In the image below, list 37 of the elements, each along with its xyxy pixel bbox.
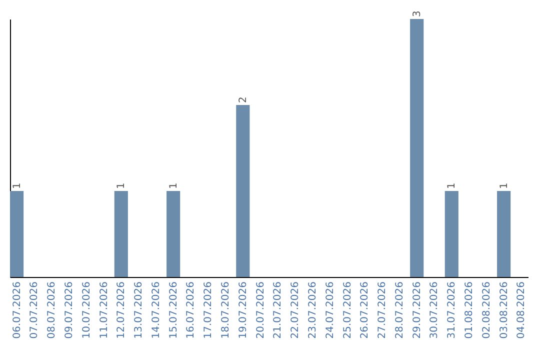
x-tick-label: 09.07.2026 [64,282,75,339]
x-tick-label: 19.07.2026 [238,282,249,339]
x-tick-label: 24.07.2026 [324,282,336,339]
x-tick-label: 07.07.2026 [29,282,40,339]
data-label: 1 [168,182,180,189]
data-label: 1 [446,182,458,189]
x-tick-label: 30.07.2026 [429,282,440,339]
x-tick-label: 04.08.2026 [516,282,528,339]
x-tick-label: 15.07.2026 [168,282,180,339]
x-tick-label: 21.07.2026 [272,282,284,339]
x-tick-label: 27.07.2026 [377,282,388,339]
data-label: 2 [238,96,249,103]
x-tick-label: 25.07.2026 [342,282,354,339]
x-tick-label: 29.07.2026 [412,282,423,339]
data-label: 3 [412,10,423,17]
x-tick-label: 28.07.2026 [394,282,406,339]
x-tick-label: 06.07.2026 [12,282,23,339]
data-label: 1 [12,182,23,189]
x-tick-label: 23.07.2026 [307,282,318,339]
data-label: 1 [498,182,510,189]
x-tick-label: 11.07.2026 [98,282,110,339]
x-tick-label: 02.08.2026 [481,282,492,339]
x-tick-label: 16.07.2026 [186,282,197,339]
x-tick-label: 14.07.2026 [150,282,162,339]
x-tick-label: 26.07.2026 [360,282,371,339]
x-tick-label: 17.07.2026 [203,282,214,339]
x-tick-label: 12.07.2026 [116,282,128,339]
x-tick-label: 03.08.2026 [498,282,510,339]
x-tick-label: 22.07.2026 [290,282,302,339]
x-tick-label: 13.07.2026 [134,282,145,339]
x-tick-label: 01.08.2026 [464,282,476,339]
data-label: 1 [116,182,128,189]
x-tick-label: 18.07.2026 [220,282,232,339]
x-tick-label: 10.07.2026 [81,282,92,339]
x-tick-label: 20.07.2026 [255,282,266,339]
x-tick-label: 08.07.2026 [46,282,58,339]
x-tick-label: 31.07.2026 [446,282,458,339]
